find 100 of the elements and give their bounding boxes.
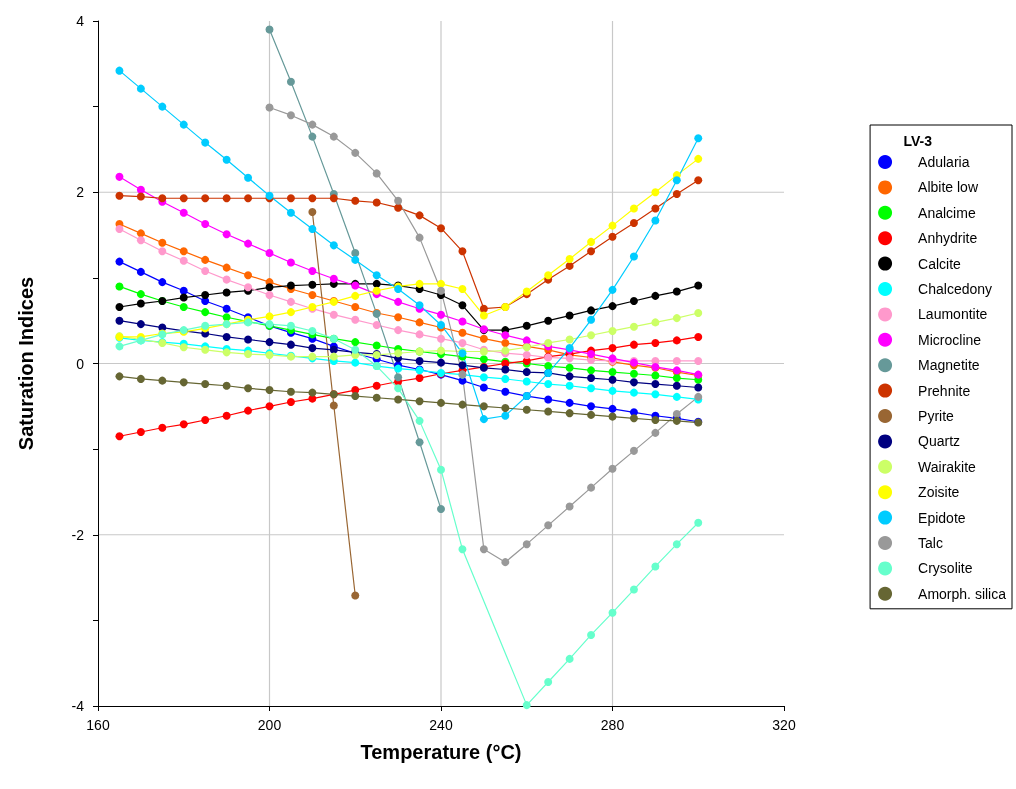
point <box>308 225 317 234</box>
point <box>265 312 274 321</box>
point <box>394 395 403 404</box>
point <box>222 348 231 357</box>
point <box>286 77 295 86</box>
point <box>437 358 445 367</box>
point <box>372 286 381 295</box>
point <box>372 393 381 402</box>
point <box>136 192 145 201</box>
legend-label: Microcline <box>918 331 982 348</box>
legend-label: Albite low <box>918 179 979 196</box>
point <box>308 388 317 397</box>
point <box>351 338 360 347</box>
point <box>587 402 596 411</box>
point <box>201 138 210 147</box>
point <box>479 383 488 392</box>
point <box>244 335 253 344</box>
point <box>565 398 574 407</box>
x-tick-label: 240 <box>429 717 453 733</box>
legend-label: Calcite <box>918 255 962 272</box>
point <box>115 172 124 181</box>
y-tick-label: 4 <box>76 13 85 29</box>
point <box>222 288 231 297</box>
point <box>587 315 596 324</box>
point <box>415 356 424 365</box>
point <box>329 241 338 250</box>
point <box>629 446 638 455</box>
point <box>136 267 145 276</box>
legend-label: Zoisite <box>918 484 960 501</box>
point <box>158 238 167 247</box>
point <box>201 219 210 228</box>
point <box>479 545 488 554</box>
point <box>694 356 703 365</box>
point <box>179 378 188 387</box>
point <box>672 356 681 365</box>
point <box>458 338 467 347</box>
point <box>501 365 510 374</box>
legend-label: Pyrite <box>918 408 955 424</box>
point <box>437 310 445 319</box>
point <box>222 313 231 322</box>
point <box>501 374 510 383</box>
point <box>437 279 445 288</box>
point <box>672 287 681 296</box>
legend-label: Amorph. silica <box>918 585 1007 602</box>
point <box>115 302 124 311</box>
point <box>394 349 403 358</box>
point <box>522 321 531 330</box>
point <box>115 316 124 325</box>
point <box>136 229 145 238</box>
point <box>651 380 660 389</box>
point <box>115 191 124 200</box>
point <box>372 279 381 288</box>
point <box>158 247 167 256</box>
point <box>458 328 467 337</box>
point <box>372 271 381 280</box>
point <box>286 111 295 120</box>
point <box>672 374 681 383</box>
point <box>629 219 638 228</box>
point <box>201 255 210 264</box>
point <box>179 302 188 311</box>
point <box>136 374 145 383</box>
point <box>286 321 295 330</box>
point <box>565 311 574 320</box>
point <box>608 464 617 473</box>
point <box>201 291 210 299</box>
point <box>286 281 295 290</box>
point <box>672 336 681 345</box>
point <box>286 258 295 267</box>
point <box>672 189 681 198</box>
point <box>115 66 124 75</box>
point <box>158 376 167 385</box>
point <box>479 334 488 343</box>
legend-label: Crysolite <box>918 560 973 577</box>
legend-label: Laumontite <box>918 306 988 323</box>
point <box>437 286 445 295</box>
point <box>651 204 660 213</box>
point <box>308 120 317 129</box>
point <box>694 281 703 290</box>
point <box>351 315 360 324</box>
point <box>244 350 253 359</box>
point <box>608 285 617 294</box>
point <box>329 274 338 283</box>
point <box>565 381 574 390</box>
point <box>179 120 188 129</box>
point <box>372 169 381 178</box>
point <box>501 558 510 567</box>
point <box>394 203 403 212</box>
point <box>629 378 638 387</box>
point <box>136 84 145 93</box>
point <box>544 407 553 416</box>
point <box>501 411 510 420</box>
point <box>522 350 531 359</box>
point <box>329 132 338 141</box>
point <box>179 194 188 203</box>
point <box>501 404 510 413</box>
point <box>651 371 660 380</box>
legend-label: Analcime <box>918 204 976 221</box>
legend-label: Epidote <box>918 509 966 526</box>
point <box>308 267 317 276</box>
point <box>651 416 660 425</box>
